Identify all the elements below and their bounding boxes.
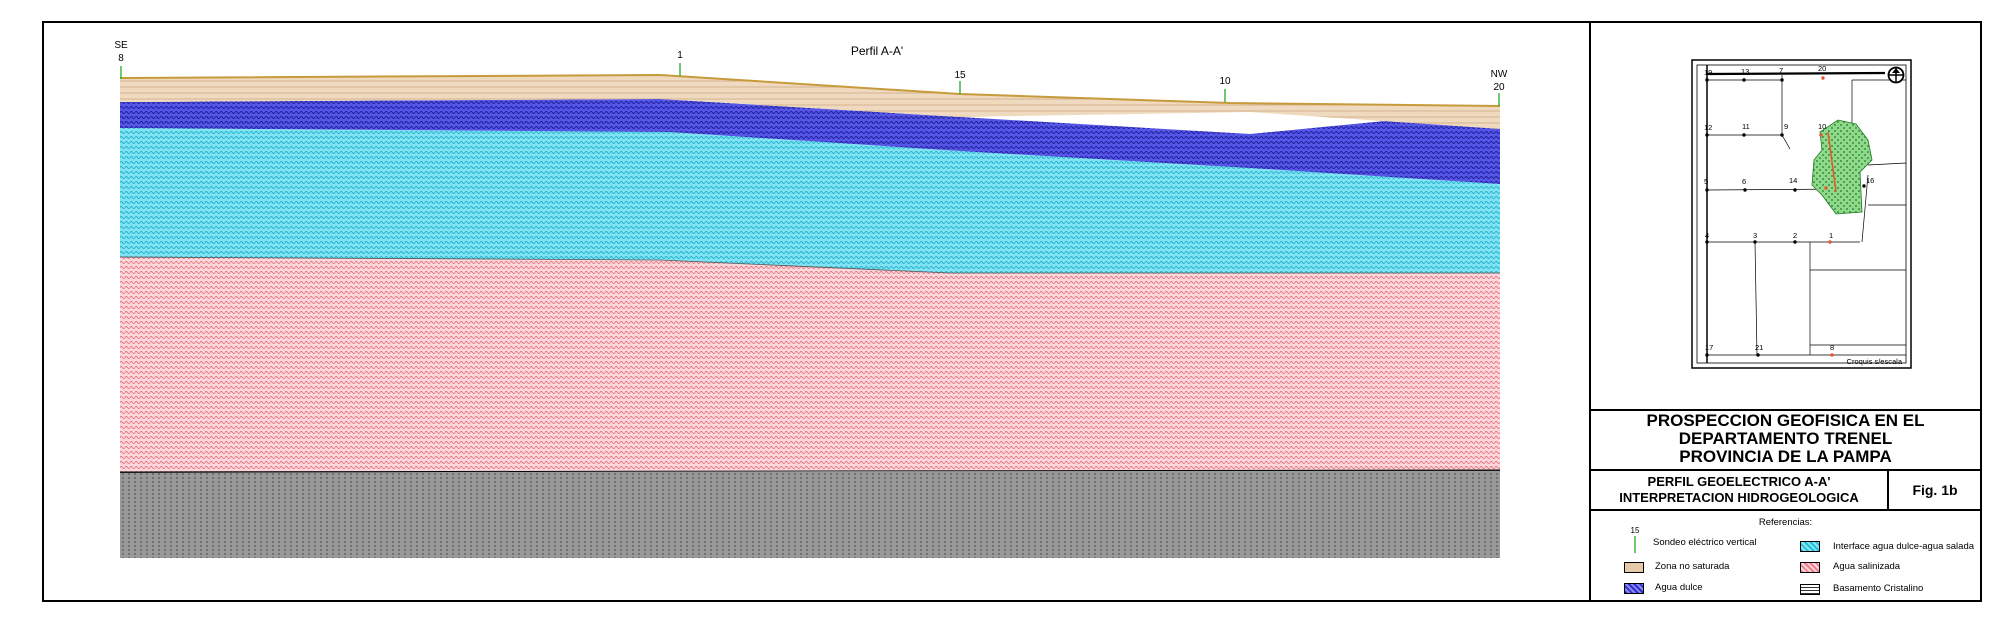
swatch-interface: [1800, 541, 1820, 552]
legend-interface-label: Interface agua dulce-agua salada: [1833, 541, 1975, 552]
map-point-label: 3: [1753, 231, 1757, 240]
profile-title: Perfil A-A': [851, 44, 903, 58]
map-point-label: 12: [1704, 123, 1712, 132]
legend-fresh-label: Agua dulce: [1655, 582, 1703, 593]
saline-top-line: [119, 256, 1500, 274]
map-point-label: 6: [1742, 177, 1746, 186]
fresh-water-layer: [120, 99, 1500, 184]
se-label: SE: [114, 40, 128, 51]
map-point-label: 8: [1830, 343, 1834, 352]
nw-label: NW: [1491, 69, 1508, 80]
sev-station-se: SE 8: [114, 40, 128, 79]
legend-saline-label: Agua salinizada: [1833, 561, 1901, 572]
unsaturated-zone-layer: [120, 75, 1500, 129]
map-point-label: 11: [1742, 122, 1750, 131]
station-label-8: 8: [118, 53, 124, 64]
map-point-label: 13: [1741, 67, 1749, 76]
title-line-3: PROVINCIA DE LA PAMPA: [1679, 447, 1892, 466]
map-point-label: 10: [1818, 122, 1826, 131]
station-label-10: 10: [1219, 76, 1231, 87]
map-point-label: 5: [1704, 177, 1708, 186]
title-line-1: PROSPECCION GEOFISICA EN EL: [1646, 411, 1925, 430]
station-label-20: 20: [1493, 82, 1505, 93]
legend-heading: Referencias:: [1758, 517, 1813, 528]
map-point-label: 7: [1779, 66, 1783, 75]
basement-layer: [120, 470, 1500, 558]
saline-water-layer: [120, 257, 1500, 472]
swatch-unsaturated: [1624, 562, 1644, 573]
swatch-saline: [1800, 562, 1820, 573]
map-caption: Croquis s/escala: [1847, 357, 1903, 366]
north-arrow-icon: [1887, 66, 1905, 84]
subtitle-line-2: INTERPRETACION HIDROGEOLOGICA: [1619, 490, 1859, 505]
station-label-1: 1: [677, 50, 683, 61]
drawing-frame: [42, 21, 1982, 602]
sev-station-nw: NW 20: [1491, 69, 1508, 106]
map-point-label: 19: [1704, 68, 1712, 77]
title-line-2: DEPARTAMENTO TRENEL: [1678, 429, 1893, 448]
map-point-label: 21: [1755, 343, 1763, 352]
basement-top-line: [119, 469, 1501, 473]
map-point-label: 4: [1705, 231, 1709, 240]
study-area-polygon: [1811, 119, 1873, 215]
legend-basement-label: Basamento Cristalino: [1833, 583, 1924, 594]
subtitle-line-1: PERFIL GEOELECTRICO A-A': [1647, 474, 1831, 489]
swatch-basement: [1800, 584, 1820, 595]
interface-layer: [120, 128, 1500, 273]
figure-number: Fig. 1b: [1912, 482, 1958, 498]
sev-station-1: 1: [677, 50, 683, 76]
legend-sev-label: Sondeo eléctrico vertical: [1653, 537, 1757, 548]
map-point-label: 20: [1818, 64, 1826, 73]
map-point-label: 16: [1866, 176, 1874, 185]
legend-sev-number: 15: [1631, 526, 1640, 535]
map-point-label: 17: [1705, 343, 1713, 352]
map-point-label: 9: [1784, 122, 1788, 131]
swatch-fresh: [1624, 583, 1644, 594]
sev-station-10: 10: [1219, 76, 1231, 102]
map-point-label: 14: [1789, 176, 1797, 185]
map-point-label: 2: [1793, 231, 1797, 240]
legend-sev-symbol: 15: [1631, 526, 1640, 553]
location-map: 19 13 7 20 12 11 9 10 5 6 14 16 4 3 2 1 …: [1691, 59, 1912, 369]
station-label-15: 15: [954, 70, 966, 81]
map-point-label: 1: [1829, 231, 1833, 240]
sev-station-15: 15: [954, 70, 966, 94]
legend-unsaturated-label: Zona no saturada: [1655, 561, 1730, 572]
